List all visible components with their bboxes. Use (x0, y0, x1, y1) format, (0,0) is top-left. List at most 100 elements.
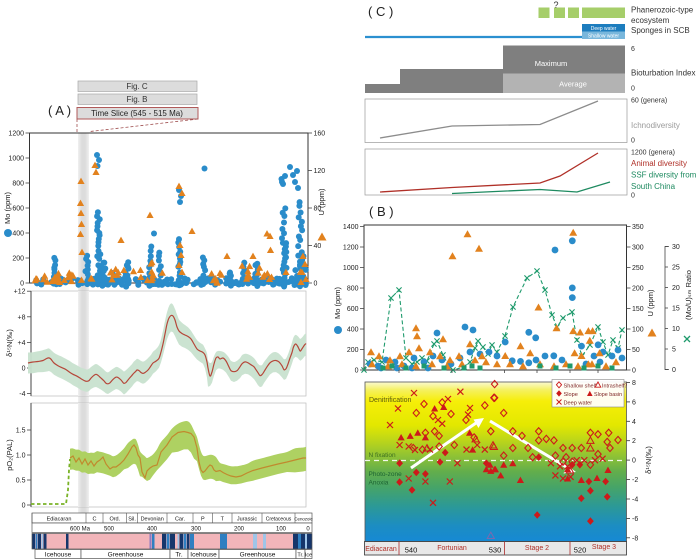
svg-text:350: 350 (632, 224, 644, 231)
svg-text:Jurassic: Jurassic (237, 517, 257, 523)
svg-text:Ediacaran: Ediacaran (47, 517, 72, 523)
svg-text:Photo-zone: Photo-zone (369, 471, 403, 478)
svg-text:30: 30 (672, 244, 680, 251)
svg-text:400: 400 (147, 526, 158, 532)
svg-text:( B ): ( B ) (369, 204, 394, 219)
svg-text:-4: -4 (632, 497, 638, 504)
svg-text:Shallow shelf: Shallow shelf (564, 383, 597, 389)
svg-text:0: 0 (631, 193, 635, 200)
svg-text:6: 6 (631, 46, 635, 53)
svg-text:0: 0 (355, 368, 359, 375)
svg-text:25: 25 (672, 265, 680, 272)
svg-text:Slope basin: Slope basin (594, 392, 622, 398)
svg-text:1200: 1200 (343, 245, 359, 252)
svg-text:Icehouse: Icehouse (190, 552, 217, 559)
svg-text:0: 0 (314, 281, 318, 288)
svg-text:SSF diversity from: SSF diversity from (631, 171, 697, 180)
svg-text:pO₂(PAL): pO₂(PAL) (5, 439, 14, 471)
svg-text:Tr.: Tr. (175, 552, 183, 559)
svg-text:C: C (93, 517, 97, 523)
svg-text:400: 400 (347, 327, 359, 334)
svg-text:20: 20 (672, 285, 680, 292)
svg-text:Time Slice (545 - 515 Ma): Time Slice (545 - 515 Ma) (91, 109, 183, 118)
svg-text:1.0: 1.0 (16, 453, 26, 460)
svg-text:( A ): ( A ) (48, 103, 71, 118)
svg-text:520: 520 (574, 546, 587, 555)
svg-text:U (ppm): U (ppm) (646, 289, 655, 317)
svg-text:Greenhouse: Greenhouse (240, 552, 276, 559)
svg-text:Greenhouse: Greenhouse (108, 552, 144, 559)
svg-text:Slope: Slope (564, 392, 578, 398)
svg-text:Denitrification: Denitrification (369, 397, 412, 404)
svg-text:Ichnodiversity: Ichnodiversity (631, 121, 680, 130)
svg-text:-8: -8 (632, 535, 638, 542)
svg-text:Shallow water: Shallow water (588, 33, 619, 39)
svg-text:Mo (ppm): Mo (ppm) (3, 191, 12, 224)
svg-text:Deep water: Deep water (591, 26, 617, 32)
svg-text:80: 80 (314, 206, 322, 213)
svg-text:Average: Average (559, 80, 587, 89)
svg-text:Ord.: Ord. (109, 517, 120, 523)
svg-text:200: 200 (347, 347, 359, 354)
svg-text:0.5: 0.5 (16, 478, 26, 485)
svg-text:Anoxia: Anoxia (369, 480, 389, 487)
svg-text:6: 6 (632, 399, 636, 406)
svg-text:200: 200 (234, 526, 245, 532)
svg-text:600: 600 (347, 306, 359, 313)
svg-text:N fixation: N fixation (369, 452, 396, 459)
svg-text:0: 0 (632, 368, 636, 375)
svg-text:Devonian: Devonian (141, 517, 164, 523)
svg-text:0: 0 (22, 503, 26, 510)
svg-text:540: 540 (405, 546, 418, 555)
svg-text:Fig. C: Fig. C (126, 82, 148, 91)
svg-text:150: 150 (632, 306, 644, 313)
svg-text:250: 250 (632, 265, 644, 272)
svg-text:(Mo/U)ₛₘ Ratio: (Mo/U)ₛₘ Ratio (684, 270, 693, 320)
svg-text:1200: 1200 (8, 131, 24, 138)
svg-text:δ¹⁵N(‰): δ¹⁵N(‰) (5, 329, 14, 357)
svg-text:-6: -6 (632, 516, 638, 523)
svg-text:100: 100 (632, 327, 644, 334)
svg-text:2: 2 (632, 438, 636, 445)
svg-text:0: 0 (631, 86, 635, 93)
svg-text:-2: -2 (632, 477, 638, 484)
svg-text:Ediacaran: Ediacaran (365, 546, 397, 553)
svg-text:Tr.: Tr. (297, 553, 304, 559)
svg-text:40: 40 (314, 243, 322, 250)
svg-text:800: 800 (347, 286, 359, 293)
svg-text:500: 500 (104, 526, 115, 532)
svg-text:10: 10 (672, 326, 680, 333)
svg-text:1400: 1400 (343, 224, 359, 231)
svg-text:50: 50 (632, 347, 640, 354)
svg-text:?: ? (553, 0, 558, 10)
svg-text:Sponges in SCB: Sponges in SCB (631, 26, 690, 35)
svg-text:800: 800 (12, 181, 24, 188)
svg-text:ecosystem: ecosystem (631, 16, 670, 25)
svg-text:15: 15 (672, 306, 680, 313)
svg-text:δ¹⁵N(‰): δ¹⁵N(‰) (644, 446, 653, 474)
svg-text:Intrashelf?: Intrashelf? (602, 383, 627, 389)
svg-text:Cenozoic: Cenozoic (294, 517, 313, 522)
svg-text:Icehouse: Icehouse (45, 552, 72, 559)
svg-text:Fig. B: Fig. B (127, 95, 148, 104)
svg-text:600: 600 (12, 206, 24, 213)
svg-text:4: 4 (632, 419, 636, 426)
svg-text:1000: 1000 (343, 265, 359, 272)
svg-text:Bioturbation Index: Bioturbation Index (631, 69, 696, 78)
svg-text:0: 0 (672, 367, 676, 374)
svg-text:200: 200 (12, 256, 24, 263)
svg-text:Fortunian: Fortunian (437, 545, 467, 552)
svg-text:Deep water: Deep water (564, 400, 593, 406)
svg-text:Ice: Ice (305, 553, 312, 559)
svg-text:Car.: Car. (175, 517, 186, 523)
svg-text:Animal diversity: Animal diversity (631, 159, 687, 168)
svg-text:8: 8 (632, 380, 636, 387)
svg-text:Maximum: Maximum (535, 59, 568, 68)
svg-text:0: 0 (306, 526, 310, 532)
svg-text:+8: +8 (18, 314, 26, 321)
svg-text:-4: -4 (19, 391, 25, 398)
svg-text:200: 200 (632, 286, 644, 293)
svg-text:+4: +4 (18, 340, 26, 347)
svg-text:Mo (ppm): Mo (ppm) (333, 286, 342, 319)
svg-text:1200 (genera): 1200 (genera) (631, 150, 675, 157)
